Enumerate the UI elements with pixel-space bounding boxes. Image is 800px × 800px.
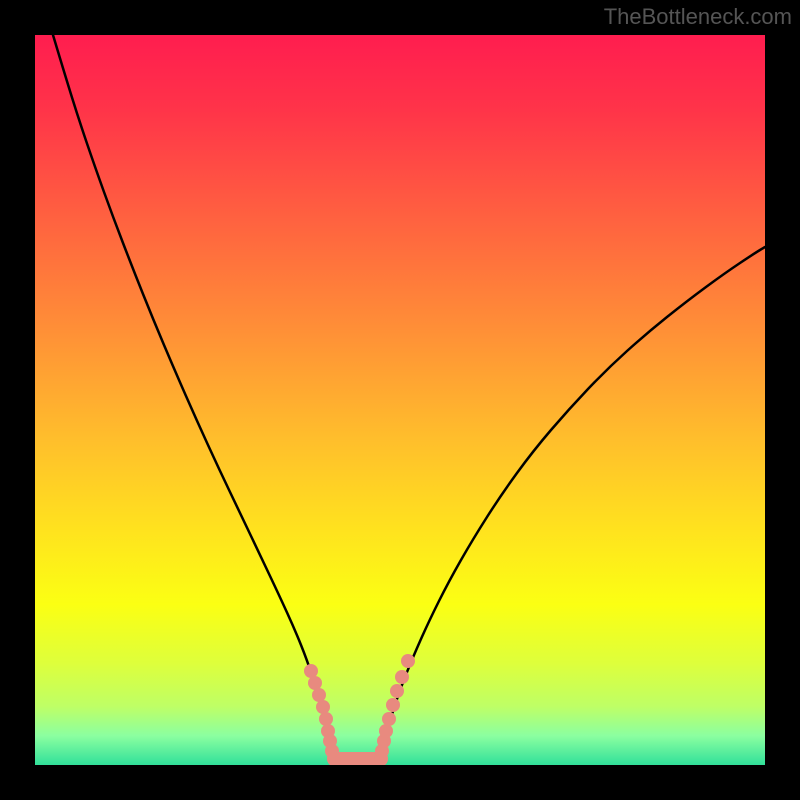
highlight-dot-right-8 bbox=[401, 654, 415, 668]
highlight-dot-right-3 bbox=[379, 724, 393, 738]
highlight-dot-right-5 bbox=[386, 698, 400, 712]
plot-area bbox=[35, 35, 765, 765]
highlight-dot-left-0 bbox=[304, 664, 318, 678]
highlight-dot-left-3 bbox=[316, 700, 330, 714]
left-branch bbox=[53, 35, 335, 761]
highlight-dot-left-4 bbox=[319, 712, 333, 726]
curves-group bbox=[53, 35, 765, 761]
highlight-dot-right-4 bbox=[382, 712, 396, 726]
watermark: TheBottleneck.com bbox=[604, 4, 792, 30]
highlight-dot-left-1 bbox=[308, 676, 322, 690]
right-branch bbox=[380, 247, 765, 761]
highlight-band bbox=[304, 654, 415, 765]
highlight-dot-right-7 bbox=[395, 670, 409, 684]
highlight-dot-left-2 bbox=[312, 688, 326, 702]
chart-svg bbox=[35, 35, 765, 765]
highlight-dot-right-6 bbox=[390, 684, 404, 698]
